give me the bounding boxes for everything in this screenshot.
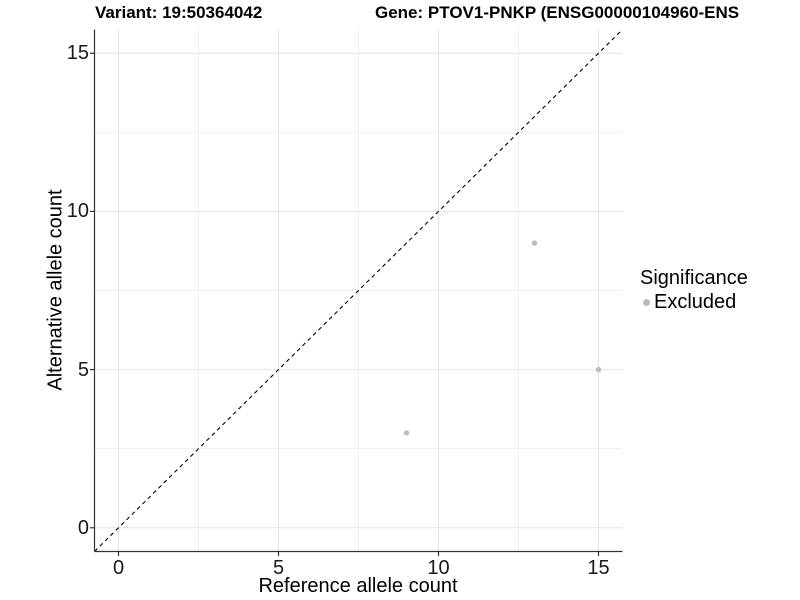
- variant-title: Variant: 19:50364042: [95, 3, 263, 22]
- data-point: [595, 366, 602, 373]
- legend: Significance Excluded: [640, 266, 748, 314]
- data-point: [403, 430, 410, 436]
- y-tick-label: 5: [77, 358, 89, 381]
- y-axis-title: Alternative allele count: [44, 189, 67, 391]
- y-tick-label: 0: [77, 516, 89, 539]
- excluded-point-icon: [643, 298, 650, 306]
- x-axis-title: Reference allele count: [258, 575, 458, 597]
- x-tick-label: 10: [427, 557, 450, 579]
- legend-item-excluded: Excluded: [640, 290, 748, 314]
- identity-reference-line: [94, 29, 623, 552]
- gene-title: Gene: PTOV1-PNKP (ENSG00000104960-ENS: [375, 3, 740, 22]
- legend-item-label: Excluded: [654, 291, 737, 313]
- x-tick-label: 5: [272, 557, 285, 579]
- x-tick-label: 0: [112, 557, 125, 579]
- y-tick-label: 15: [66, 42, 89, 65]
- y-tick-label: 10: [66, 200, 89, 223]
- data-point: [531, 240, 538, 246]
- x-tick-label: 15: [587, 557, 610, 579]
- legend-title: Significance: [640, 267, 748, 289]
